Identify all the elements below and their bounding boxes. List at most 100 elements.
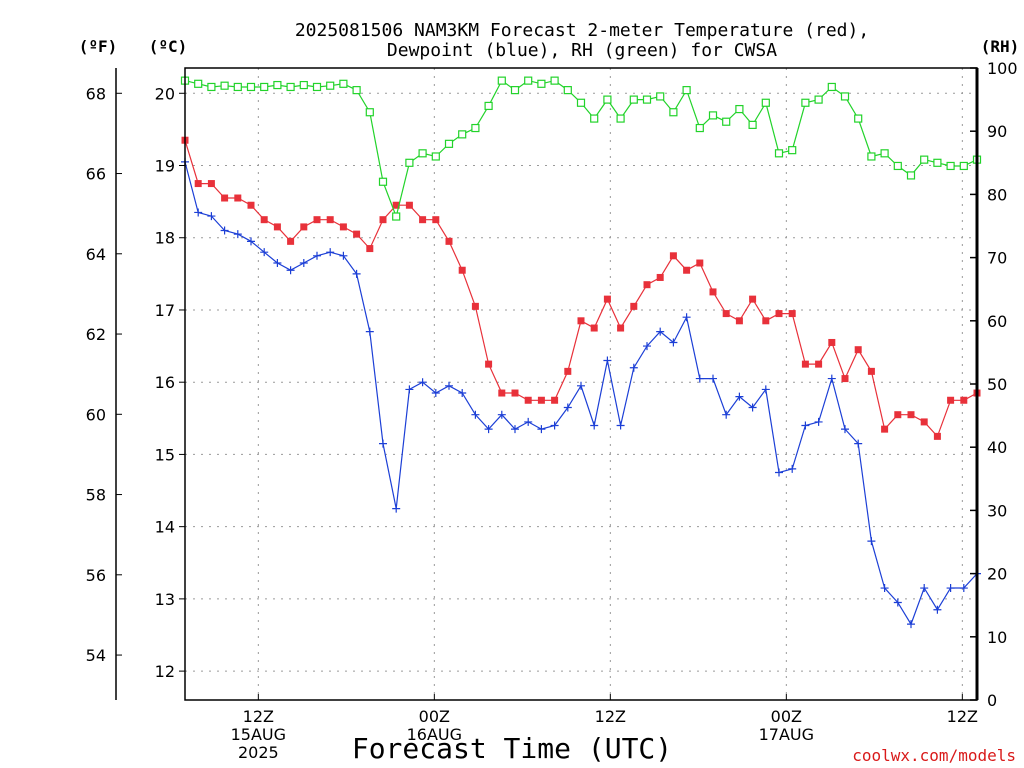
temperature-point	[709, 288, 717, 296]
title-line-2: Dewpoint (blue), RH (green) for CWSA	[387, 40, 777, 61]
rh-point	[418, 149, 427, 158]
temperature-point	[630, 302, 638, 310]
temperature-point	[841, 375, 849, 383]
rh-point	[365, 108, 374, 117]
rh-tick-label: 20	[987, 565, 1007, 584]
dewpoint-point	[669, 338, 678, 347]
fahrenheit-tick-label: 58	[86, 486, 106, 505]
temperature-point	[815, 360, 823, 368]
temperature-point	[300, 223, 308, 231]
temperature-point	[669, 252, 677, 260]
celsius-tick-label: 16	[155, 373, 175, 392]
rh-tick-label: 80	[987, 185, 1007, 204]
temperature-point	[458, 266, 466, 274]
temperature-point	[617, 324, 625, 332]
temperature-point	[260, 216, 268, 224]
dewpoint-point	[445, 381, 453, 390]
dewpoint-point	[603, 356, 612, 365]
temperature-point	[392, 201, 400, 209]
rh-point	[933, 158, 942, 167]
fahrenheit-tick-label: 68	[86, 84, 106, 103]
fahrenheit-axis: 54 56 58 60 62 64 66 68	[86, 84, 122, 665]
temperature-point	[577, 317, 585, 325]
rh-point	[695, 123, 704, 133]
dewpoint-point	[550, 421, 559, 430]
dewpoint-point	[920, 584, 929, 593]
celsius-tick-label: 15	[155, 445, 175, 464]
celsius-tick-label: 18	[155, 229, 175, 248]
dewpoint-point	[590, 421, 599, 430]
rh-point	[471, 123, 480, 133]
dewpoint-point	[616, 421, 625, 430]
temperature-point	[894, 411, 902, 419]
fahrenheit-tick-label: 62	[86, 325, 106, 344]
dewpoint-point	[682, 313, 691, 322]
rh-tick-label: 30	[987, 501, 1007, 520]
dewpoint-point	[880, 584, 889, 593]
rh-point	[590, 114, 599, 123]
temperature-point	[287, 237, 295, 245]
fahrenheit-tick-label: 60	[86, 405, 106, 424]
dewpoint-point	[299, 259, 308, 268]
temperature-point	[775, 310, 783, 318]
series-layer	[180, 76, 982, 629]
temperature-point	[432, 216, 440, 224]
rh-point	[788, 146, 797, 155]
rh-point	[537, 79, 546, 88]
temperature-point	[696, 259, 704, 267]
rh-point	[497, 76, 506, 85]
dewpoint-point	[339, 251, 348, 260]
dewpoint-point	[273, 259, 282, 268]
celsius-tick-label: 12	[155, 662, 175, 681]
temperature-point	[735, 317, 743, 325]
temperature-point	[247, 201, 255, 209]
fahrenheit-tick-label: 64	[86, 245, 106, 264]
dewpoint-point	[735, 392, 744, 401]
rh-point	[220, 81, 229, 90]
temperature-point	[405, 201, 413, 209]
temperature-point	[722, 310, 730, 318]
dewpoint-point	[194, 208, 203, 217]
rh-tick-label: 60	[987, 312, 1007, 331]
title-line-1: 2025081506 NAM3KM Forecast 2-meter Tempe…	[295, 20, 869, 41]
temperature-point	[920, 418, 928, 426]
temperature-point	[564, 367, 572, 375]
rh-point	[524, 76, 533, 85]
rh-point	[326, 81, 335, 90]
celsius-tick-label: 14	[155, 518, 175, 537]
temperature-point	[643, 281, 651, 289]
temperature-point	[947, 396, 955, 404]
rh-point	[550, 76, 559, 85]
dewpoint-point	[233, 230, 242, 239]
rh-point	[339, 79, 348, 88]
dewpoint-point	[814, 417, 823, 426]
dewpoint-point	[867, 537, 876, 546]
temperature-point	[749, 295, 757, 303]
rh-point	[840, 92, 850, 101]
rh-point	[761, 98, 770, 107]
rh-point	[405, 158, 414, 167]
temperature-point	[339, 223, 347, 231]
rh-point	[959, 161, 968, 171]
temperature-point	[485, 360, 493, 368]
dewpoint-point	[629, 363, 638, 372]
dewpoint-point	[722, 410, 731, 419]
dewpoint-point	[656, 327, 665, 336]
rh-axis: 0 10 20 30 40 50 60 70 80 90 100	[970, 59, 1018, 710]
grid-lines	[185, 68, 977, 700]
time-tick-label: 12Z	[595, 707, 626, 726]
rh-point	[708, 111, 718, 120]
temperature-point	[379, 216, 387, 224]
rh-point	[458, 130, 467, 139]
dewpoint-point	[524, 417, 533, 426]
rh-tick-label: 10	[987, 628, 1007, 647]
dewpoint-point	[392, 504, 401, 513]
temperature-point	[867, 367, 875, 375]
dewpoint-point	[748, 403, 757, 412]
dewpoint-point	[511, 425, 519, 434]
rh-point	[946, 161, 955, 171]
rh-point	[616, 114, 625, 123]
dewpoint-point	[563, 403, 572, 412]
temperature-point	[907, 411, 915, 419]
